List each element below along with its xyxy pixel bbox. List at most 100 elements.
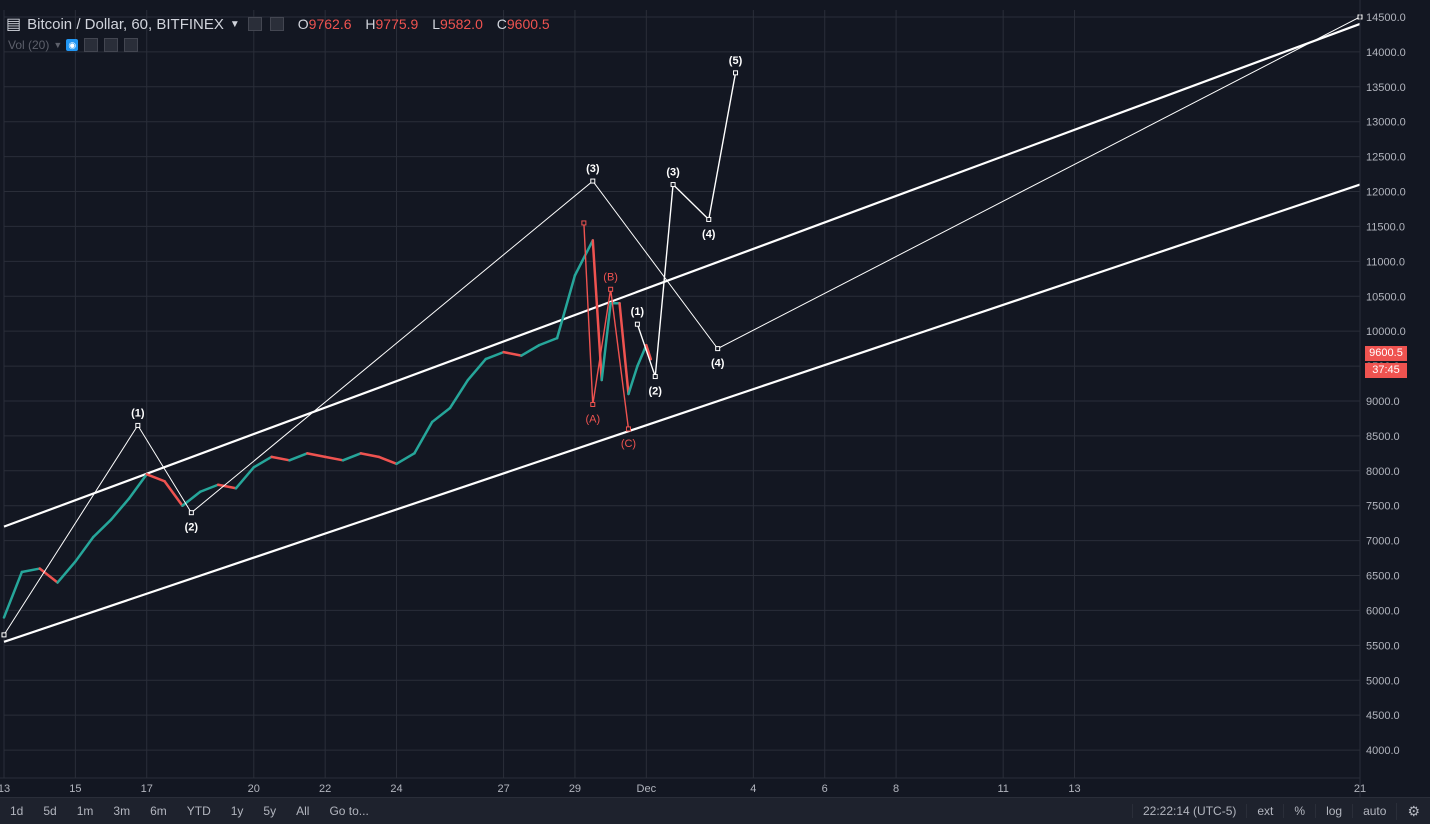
range-1m[interactable]: 1m (76, 804, 94, 818)
price-axis: 4000.0 4500.0 5000.0 5500.0 6000.0 6500.0 7000… (1359, 0, 1406, 797)
low-label: L (432, 16, 441, 32)
x-tick-label: 17 (141, 783, 153, 795)
range-ytd[interactable]: YTD (186, 804, 211, 818)
y-tick-label: 8500.0 (1366, 431, 1400, 443)
wave-point (634, 321, 640, 327)
gear-icon[interactable]: ⚙ (1396, 802, 1430, 820)
x-tick-label: 13 (1068, 783, 1080, 795)
wave-label: (4) (711, 358, 725, 370)
open-value: 9762.6 (308, 16, 352, 32)
channel-lines (3, 22, 1361, 643)
y-tick-label: 6000.0 (1366, 605, 1400, 617)
wave-label: (3) (586, 163, 600, 175)
price-segment (377, 455, 398, 466)
range-5y[interactable]: 5y (263, 804, 277, 818)
bottom-toolbar: 1d 5d 1m 3m 6m YTD 1y 5y All Go to... 22… (0, 797, 1430, 824)
price-segment (181, 490, 202, 507)
price-series (2, 239, 653, 619)
volume-label[interactable]: Vol (20) (8, 38, 50, 52)
wave-label: (3) (666, 167, 680, 179)
wave-point (581, 220, 587, 226)
y-tick-label: 4500.0 (1366, 710, 1400, 722)
price-segment (270, 455, 291, 462)
range-6m[interactable]: 6m (150, 804, 167, 818)
symbol-title[interactable]: Bitcoin / Dollar, 60, BITFINEX (27, 15, 224, 33)
y-tick-label: 5500.0 (1366, 640, 1400, 652)
last-price-tag: 9600.5 (1365, 346, 1407, 361)
chevron-down-icon[interactable]: ▼ (53, 40, 63, 50)
y-tick-label: 5000.0 (1366, 675, 1400, 687)
eye-icon[interactable]: ◉ (66, 39, 79, 51)
settings-mini-icon-3[interactable] (84, 38, 99, 52)
wave-label: (4) (702, 228, 716, 240)
price-segment (20, 567, 41, 574)
x-tick-label: 27 (497, 783, 509, 795)
close-mini-icon[interactable] (124, 38, 139, 52)
price-segment (645, 343, 653, 361)
ohlc-values: O9762.6 H9775.9 L9582.0 C9600.5 (298, 16, 560, 32)
close-value: 9600.5 (506, 16, 550, 32)
wave-paths: (1) (2) (3) (4) (1) (2) (3) (4) (5) (A) (B) (C) (1, 14, 1363, 638)
y-tick-label: 9000.0 (1366, 396, 1400, 408)
log-toggle[interactable]: log (1315, 804, 1352, 818)
price-segment (413, 420, 434, 455)
x-tick-label: 6 (822, 783, 828, 795)
x-tick-label: Dec (637, 783, 657, 795)
settings-mini-icon-2[interactable] (269, 17, 284, 31)
y-tick-label: 12500.0 (1366, 152, 1406, 164)
range-all[interactable]: All (296, 804, 310, 818)
x-tick-label: 22 (319, 783, 331, 795)
range-5d[interactable]: 5d (43, 804, 57, 818)
wave-label: (2) (185, 522, 199, 534)
add-mini-icon[interactable] (104, 38, 119, 52)
wave-point (652, 374, 658, 380)
auto-toggle[interactable]: auto (1352, 804, 1396, 818)
price-segment (145, 473, 166, 483)
y-tick-label: 12000.0 (1366, 187, 1406, 199)
wave-path-major (3, 16, 1361, 636)
price-segment (306, 452, 327, 459)
wave-point (590, 401, 596, 407)
collapse-icon[interactable]: ▤ (6, 16, 22, 33)
y-tick-label: 10000.0 (1366, 326, 1406, 338)
x-tick-label: 11 (997, 783, 1008, 795)
high-label: H (365, 16, 376, 32)
x-tick-label: 21 (1354, 783, 1366, 795)
x-tick-label: 15 (69, 783, 81, 795)
price-segment (618, 301, 630, 396)
chart-grid (3, 10, 1361, 778)
percent-toggle[interactable]: % (1283, 804, 1315, 818)
clock: 22:22:14 (UTC-5) (1132, 804, 1246, 818)
price-segment (430, 406, 452, 424)
ext-toggle[interactable]: ext (1246, 804, 1283, 818)
wave-point (135, 422, 141, 428)
range-3m[interactable]: 3m (113, 804, 131, 818)
price-segment (56, 560, 77, 584)
settings-mini-icon[interactable] (247, 17, 262, 31)
low-value: 9582.0 (440, 16, 483, 32)
price-segment (448, 378, 470, 410)
x-tick-label: 4 (750, 783, 756, 795)
volume-legend: Vol (20) ▼ ◉ (8, 38, 139, 52)
price-segment (484, 350, 505, 361)
y-tick-label: 7500.0 (1366, 501, 1400, 513)
goto-date-button[interactable]: Go to... (329, 804, 369, 818)
price-segment (359, 452, 380, 459)
wave-label: (C) (621, 438, 636, 450)
close-label: C (496, 16, 507, 32)
y-tick-label: 13500.0 (1366, 82, 1406, 94)
range-1d[interactable]: 1d (10, 804, 24, 818)
price-segment (573, 239, 595, 277)
wave-point (608, 286, 614, 292)
wave-point (733, 70, 739, 76)
price-segment (502, 350, 523, 357)
price-segment (627, 364, 639, 396)
price-segment (216, 483, 238, 490)
price-segment (38, 567, 59, 584)
wave-point (590, 178, 596, 184)
price-segment (341, 452, 363, 462)
chevron-down-icon[interactable]: ▼ (229, 18, 240, 30)
wave-label: (2) (649, 386, 663, 398)
range-1y[interactable]: 1y (230, 804, 244, 818)
